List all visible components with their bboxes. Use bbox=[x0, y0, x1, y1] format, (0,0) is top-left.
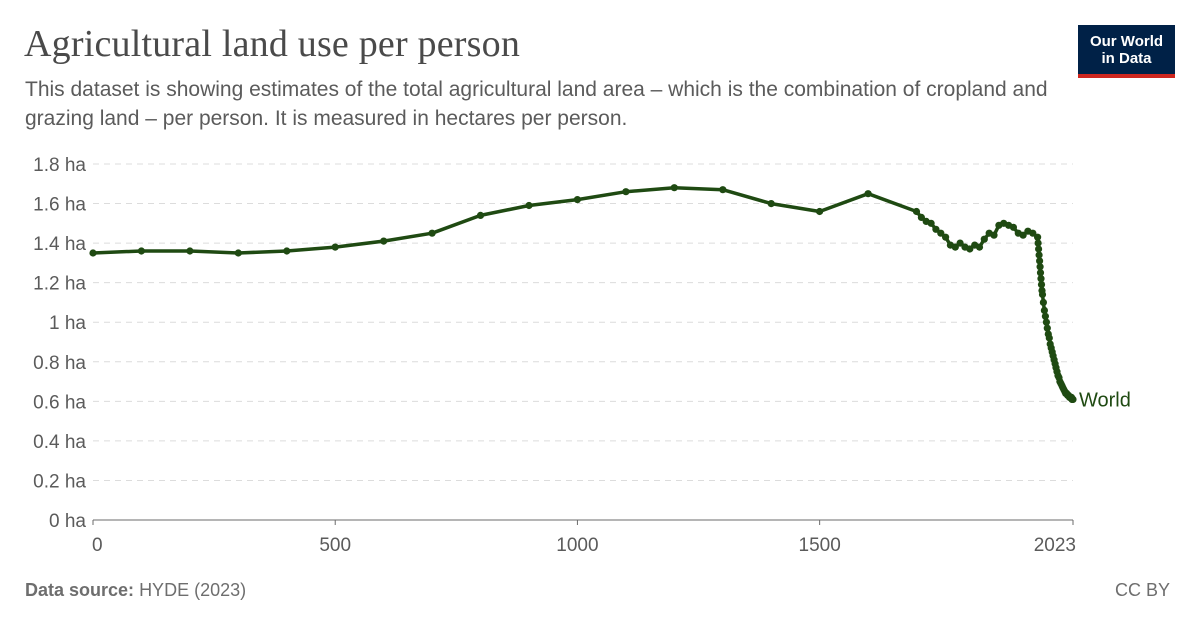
data-point[interactable] bbox=[573, 196, 582, 204]
data-point[interactable] bbox=[234, 249, 242, 257]
chart-subtitle: This dataset is showing estimates of the… bbox=[25, 78, 1048, 130]
data-point[interactable] bbox=[1009, 223, 1018, 231]
data-point[interactable] bbox=[476, 211, 485, 219]
data-point[interactable] bbox=[767, 200, 775, 208]
data-point[interactable] bbox=[428, 229, 436, 237]
data-point[interactable] bbox=[283, 247, 291, 255]
x-tick-label: 1000 bbox=[556, 535, 598, 556]
data-point[interactable] bbox=[1042, 318, 1050, 326]
data-source-value[interactable]: HYDE (2023) bbox=[139, 580, 247, 600]
y-tick-label: 0.2 ha bbox=[33, 471, 86, 492]
y-tick-label: 1 ha bbox=[49, 313, 86, 334]
data-point[interactable] bbox=[942, 233, 950, 241]
data-point[interactable] bbox=[1069, 395, 1077, 403]
license-link[interactable]: CC BY bbox=[1114, 580, 1170, 600]
data-point[interactable] bbox=[864, 190, 872, 198]
data-point[interactable] bbox=[990, 231, 998, 239]
data-point[interactable] bbox=[816, 207, 824, 216]
data-point[interactable] bbox=[1019, 231, 1027, 239]
data-point[interactable] bbox=[525, 201, 533, 210]
data-point[interactable] bbox=[1039, 298, 1047, 306]
data-point[interactable] bbox=[912, 207, 921, 216]
data-point[interactable] bbox=[622, 188, 630, 196]
x-tick-label: 2023 bbox=[1034, 535, 1076, 556]
data-point[interactable] bbox=[1043, 324, 1051, 332]
data-point[interactable] bbox=[186, 247, 194, 255]
y-tick-label: 1.2 ha bbox=[33, 274, 86, 295]
data-point[interactable] bbox=[1035, 245, 1043, 253]
data-point[interactable] bbox=[980, 235, 988, 243]
y-tick-label: 0 ha bbox=[49, 511, 86, 532]
data-point[interactable] bbox=[917, 213, 926, 221]
our-world-in-data-logo[interactable]: Our World in Data bbox=[1078, 25, 1175, 78]
data-point[interactable] bbox=[137, 247, 145, 255]
series-label-world[interactable]: World bbox=[1079, 389, 1131, 411]
data-point[interactable] bbox=[975, 243, 984, 251]
y-tick-label: 1.4 ha bbox=[33, 234, 86, 255]
data-point[interactable] bbox=[670, 184, 678, 192]
data-point[interactable] bbox=[380, 237, 388, 245]
data-point[interactable] bbox=[1036, 263, 1044, 271]
data-point[interactable] bbox=[1040, 306, 1048, 314]
data-point[interactable] bbox=[951, 243, 959, 251]
y-tick-label: 0.4 ha bbox=[33, 432, 86, 453]
y-tick-label: 0.8 ha bbox=[33, 353, 86, 374]
data-point[interactable] bbox=[1037, 275, 1045, 283]
data-point[interactable] bbox=[1034, 239, 1042, 247]
data-point[interactable] bbox=[719, 186, 727, 194]
data-point[interactable] bbox=[1035, 251, 1043, 259]
y-tick-label: 1.8 ha bbox=[33, 155, 86, 176]
data-point[interactable] bbox=[331, 243, 339, 251]
x-tick-label: 500 bbox=[319, 535, 351, 556]
data-point[interactable] bbox=[932, 225, 940, 233]
data-point[interactable] bbox=[956, 239, 964, 247]
data-point[interactable] bbox=[927, 219, 935, 227]
logo-line-2: in Data bbox=[1101, 49, 1152, 67]
x-tick-label: 0 bbox=[92, 535, 103, 556]
y-tick-label: 1.6 ha bbox=[33, 195, 86, 216]
data-point[interactable] bbox=[1038, 290, 1047, 299]
series-world bbox=[89, 184, 1077, 403]
data-point[interactable] bbox=[1037, 281, 1046, 289]
logo-line-1: Our World bbox=[1089, 32, 1164, 50]
data-source: Data source: HYDE (2023) bbox=[25, 580, 246, 601]
y-tick-label: 0.6 ha bbox=[33, 392, 86, 413]
axes: 0 ha 0.2 ha 0.4 ha 0.6 ha 0.8 ha 1 ha 1.2 ha 1.… bbox=[33, 155, 1076, 556]
gridlines bbox=[93, 163, 1073, 481]
data-point[interactable] bbox=[966, 245, 974, 253]
data-point[interactable] bbox=[1036, 269, 1045, 277]
data-point[interactable] bbox=[1041, 312, 1049, 320]
data-point[interactable] bbox=[1036, 257, 1044, 265]
data-point[interactable] bbox=[937, 229, 945, 237]
data-point[interactable] bbox=[1029, 229, 1037, 237]
data-source-label: Data source: bbox=[25, 580, 135, 600]
data-point[interactable] bbox=[89, 249, 97, 257]
x-tick-label: 1500 bbox=[799, 535, 841, 556]
series-labels: World bbox=[1079, 389, 1131, 411]
data-point[interactable] bbox=[1034, 233, 1042, 241]
data-point[interactable] bbox=[1045, 334, 1053, 342]
chart-title: Agricultural land use per person bbox=[24, 23, 521, 65]
